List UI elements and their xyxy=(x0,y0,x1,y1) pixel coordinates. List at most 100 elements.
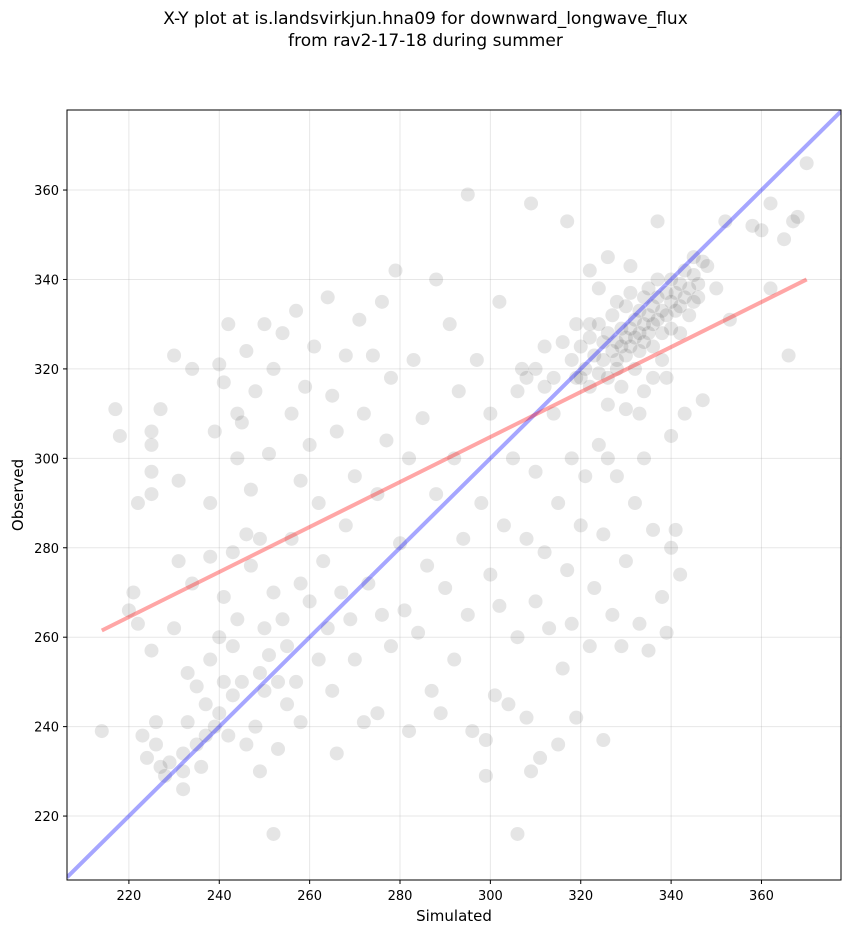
data-point xyxy=(542,621,557,636)
data-point xyxy=(551,737,566,752)
data-point xyxy=(664,294,679,309)
data-point xyxy=(655,303,670,318)
data-point xyxy=(320,290,335,305)
x-tick-label: 340 xyxy=(659,889,684,904)
data-point xyxy=(402,724,417,739)
data-point xyxy=(406,352,421,367)
data-point xyxy=(573,518,588,533)
data-point xyxy=(781,348,796,363)
data-point xyxy=(600,250,615,265)
data-point xyxy=(510,630,525,645)
data-point xyxy=(248,719,263,734)
data-point xyxy=(614,339,629,354)
data-point xyxy=(239,344,254,359)
data-point xyxy=(293,576,308,591)
data-point xyxy=(257,683,272,698)
x-tick-label: 220 xyxy=(116,889,141,904)
data-point xyxy=(257,317,272,332)
data-point xyxy=(763,281,778,296)
data-point xyxy=(646,522,661,537)
data-point xyxy=(338,348,353,363)
data-point xyxy=(546,370,561,385)
data-point xyxy=(130,496,145,511)
data-point xyxy=(311,652,326,667)
data-point xyxy=(614,639,629,654)
data-point xyxy=(564,616,579,631)
data-point xyxy=(266,361,281,376)
data-point xyxy=(618,348,633,363)
data-point xyxy=(709,281,724,296)
data-point xyxy=(582,330,597,345)
data-point xyxy=(664,272,679,287)
data-point xyxy=(618,330,633,345)
data-point xyxy=(293,473,308,488)
y-tick-label: 220 xyxy=(34,810,59,825)
data-point xyxy=(786,214,801,229)
data-point xyxy=(424,683,439,698)
data-point xyxy=(528,594,543,609)
data-point xyxy=(334,585,349,600)
data-point xyxy=(686,250,701,265)
data-point xyxy=(555,661,570,676)
data-point xyxy=(139,750,154,765)
data-point xyxy=(659,285,674,300)
y-tick-label: 260 xyxy=(34,631,59,646)
data-point xyxy=(234,674,249,689)
data-point xyxy=(289,303,304,318)
data-point xyxy=(216,589,231,604)
data-point xyxy=(677,290,692,305)
data-point xyxy=(158,768,173,783)
data-point xyxy=(266,585,281,600)
data-point xyxy=(347,469,362,484)
data-point xyxy=(338,518,353,533)
data-point xyxy=(632,616,647,631)
data-point xyxy=(325,388,340,403)
data-point xyxy=(510,384,525,399)
data-point xyxy=(790,209,805,224)
data-point xyxy=(537,545,552,560)
data-point xyxy=(420,558,435,573)
data-point xyxy=(609,361,624,376)
title-line-2: from rav2-17-18 during summer xyxy=(288,31,563,51)
data-point xyxy=(442,317,457,332)
data-point xyxy=(207,719,222,734)
data-point xyxy=(149,737,164,752)
data-point xyxy=(537,339,552,354)
data-point xyxy=(280,697,295,712)
data-point xyxy=(388,263,403,278)
data-point xyxy=(402,451,417,466)
x-tick-label: 300 xyxy=(478,889,503,904)
data-point xyxy=(609,352,624,367)
data-point xyxy=(221,317,236,332)
data-point xyxy=(275,612,290,627)
data-point xyxy=(271,674,286,689)
data-point xyxy=(225,545,240,560)
data-point xyxy=(492,294,507,309)
data-point xyxy=(194,759,209,774)
data-point xyxy=(600,397,615,412)
data-point xyxy=(487,688,502,703)
data-point xyxy=(695,393,710,408)
data-point xyxy=(515,361,530,376)
data-point xyxy=(641,326,656,341)
y-tick-label: 300 xyxy=(34,452,59,467)
data-point xyxy=(519,710,534,725)
data-point xyxy=(483,406,498,421)
y-tick-label: 280 xyxy=(34,542,59,557)
data-point xyxy=(261,648,276,663)
regression-line xyxy=(100,277,808,633)
data-point xyxy=(691,290,706,305)
data-point xyxy=(257,621,272,636)
data-point xyxy=(185,576,200,591)
data-point xyxy=(374,607,389,622)
data-point xyxy=(212,706,227,721)
data-point xyxy=(429,272,444,287)
data-point xyxy=(627,361,642,376)
data-point xyxy=(411,625,426,640)
x-tick-label: 260 xyxy=(297,889,322,904)
data-point xyxy=(289,674,304,689)
data-point xyxy=(248,384,263,399)
data-point xyxy=(609,469,624,484)
data-point xyxy=(189,737,204,752)
data-point xyxy=(623,285,638,300)
